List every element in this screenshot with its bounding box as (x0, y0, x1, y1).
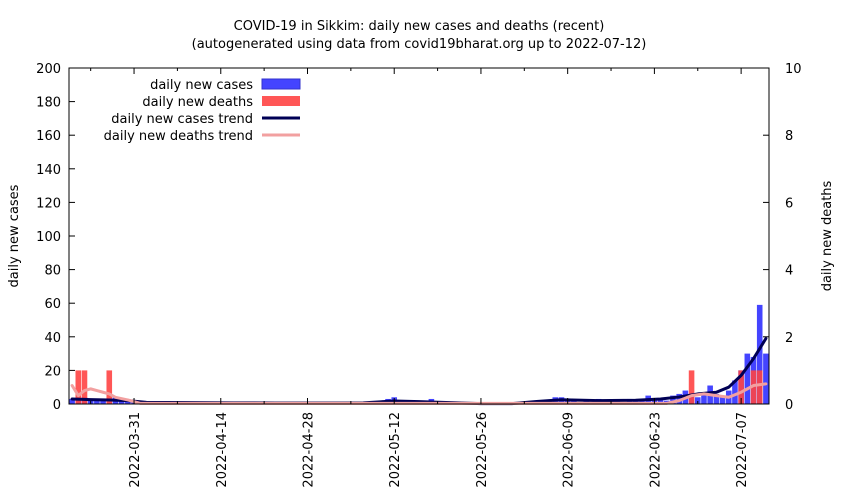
y-left-tick-label: 80 (44, 264, 61, 279)
legend-label: daily new cases (150, 78, 253, 93)
cases-bar (732, 380, 738, 404)
y-left-tick-label: 60 (44, 297, 61, 312)
plot-lines (70, 336, 768, 406)
deaths-bar (756, 370, 763, 404)
y-right-tick-label: 6 (785, 196, 793, 211)
x-tick-label: 2022-07-07 (735, 412, 750, 488)
y-left-tick-label: 0 (53, 398, 61, 413)
chart-title: COVID-19 in Sikkim: daily new cases and … (234, 19, 605, 34)
y-right-tick-label: 4 (785, 264, 793, 279)
x-tick-label: 2022-06-09 (562, 412, 577, 488)
deaths-bar (81, 370, 88, 404)
ticks: 0 20 40 60 80 100 120 140 160 180 200 0 2 4 6 8 10 2022-0… (36, 62, 801, 488)
deaths-bar (75, 370, 82, 404)
cases-bar (744, 353, 751, 404)
cases-bar (676, 393, 682, 404)
y-left-tick-label: 160 (36, 129, 61, 144)
x-tick-label: 2022-04-28 (302, 412, 317, 488)
deaths-bar (688, 370, 695, 404)
cases-bar (701, 392, 707, 404)
chart-subtitle: (autogenerated using data from covid19bh… (192, 37, 647, 52)
deaths-bar (738, 370, 744, 404)
x-tick-label: 2022-05-12 (388, 412, 403, 488)
cases-bar (719, 397, 726, 404)
x-tick-label: 2022-03-31 (128, 412, 143, 488)
legend-label: daily new deaths (142, 95, 253, 110)
plot-bars (69, 304, 769, 404)
y-left-tick-label: 120 (36, 196, 61, 211)
y-right-tick-label: 8 (785, 129, 793, 144)
cases-bar (756, 304, 763, 404)
y-right-tick-label: 2 (785, 331, 793, 346)
legend-swatch-deaths (262, 96, 300, 106)
y-left-tick-label: 180 (36, 96, 61, 111)
legend: daily new cases daily new deaths daily new… (104, 78, 301, 144)
y-left-tick-label: 40 (44, 331, 61, 346)
y-axis-left-label: daily new cases (7, 184, 22, 287)
cases-bar (100, 400, 106, 404)
cases-bar (763, 353, 769, 404)
cases-bar (657, 398, 664, 404)
y-right-tick-label: 10 (785, 62, 802, 77)
y-left-tick-label: 100 (36, 230, 61, 245)
cases-bar (125, 400, 131, 404)
y-right-tick-label: 0 (785, 398, 793, 413)
y-left-tick-label: 140 (36, 163, 61, 178)
deaths-trend-line (70, 382, 768, 405)
x-tick-label: 2022-05-26 (475, 412, 490, 488)
cases-bar (713, 393, 720, 404)
legend-swatch-cases (261, 78, 301, 90)
cases-trend-line (70, 336, 768, 406)
legend-label: daily new deaths trend (104, 129, 253, 144)
y-left-tick-label: 20 (44, 364, 61, 379)
y-axis-right-label: daily new deaths (820, 180, 835, 291)
cases-bar (694, 397, 701, 404)
legend-label: daily new cases trend (111, 112, 253, 127)
cases-bar (94, 398, 100, 404)
deaths-bar (106, 370, 113, 404)
cases-bar (69, 398, 75, 404)
y-left-tick-label: 200 (36, 62, 61, 77)
x-tick-label: 2022-06-23 (648, 412, 663, 488)
x-tick-label: 2022-04-14 (215, 412, 230, 488)
cases-bar (670, 395, 676, 404)
